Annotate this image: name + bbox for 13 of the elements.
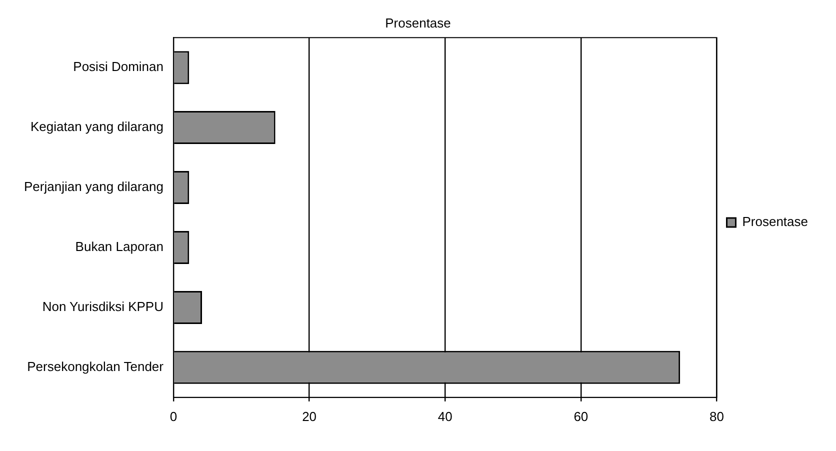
x-tick-label: 20 <box>302 408 317 424</box>
y-tick-label: Posisi Dominan <box>73 59 164 74</box>
x-tick-label: 0 <box>170 408 178 424</box>
y-tick-label: Non Yurisdiksi KPPU <box>42 299 164 314</box>
x-tick-label: 40 <box>438 408 452 424</box>
y-tick-label: Bukan Laporan <box>75 239 164 254</box>
x-tick-label: 80 <box>710 408 724 424</box>
y-tick-label: Kegiatan yang dilarang <box>30 119 164 134</box>
y-tick-label: Perjanjian yang dilarang <box>24 179 164 194</box>
y-tick-label: Persekongkolan Tender <box>27 358 164 374</box>
legend-label: Prosentase <box>742 214 808 230</box>
x-tick-label: 60 <box>574 408 588 424</box>
chart-title: Prosentase <box>385 15 451 30</box>
